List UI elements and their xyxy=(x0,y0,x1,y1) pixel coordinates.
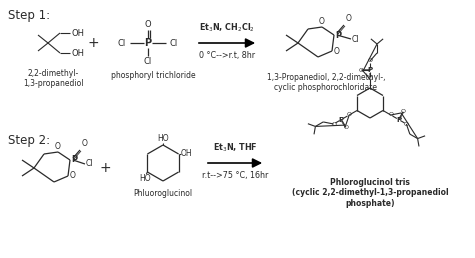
Text: P: P xyxy=(144,38,152,48)
Text: Cl: Cl xyxy=(144,57,152,66)
Text: Cl: Cl xyxy=(118,38,126,47)
Text: O: O xyxy=(55,142,61,151)
Text: HO: HO xyxy=(157,134,169,143)
Text: Et$_3$N, CH$_2$Cl$_2$: Et$_3$N, CH$_2$Cl$_2$ xyxy=(199,21,255,34)
Text: Step 2:: Step 2: xyxy=(8,134,50,147)
Text: P: P xyxy=(396,117,401,123)
Text: Cl: Cl xyxy=(86,159,94,168)
Text: phosphoryl trichloride: phosphoryl trichloride xyxy=(111,71,195,80)
Text: 0 °C-->r.t, 8hr: 0 °C-->r.t, 8hr xyxy=(199,51,255,60)
Text: O: O xyxy=(334,46,340,55)
Text: O: O xyxy=(347,112,352,117)
Text: Phloroglucinol tris
(cyclic 2,2-dimethyl-1,3-propanediol
phosphate): Phloroglucinol tris (cyclic 2,2-dimethyl… xyxy=(292,178,448,208)
Text: O: O xyxy=(368,77,372,82)
Text: P: P xyxy=(335,30,341,39)
Text: P: P xyxy=(339,117,344,123)
Text: 2,2-dimethyl-
1,3-propanediol: 2,2-dimethyl- 1,3-propanediol xyxy=(23,69,83,88)
Text: 1,3-Propanediol, 2,2-dimethyl-,
cyclic phosphorochloridate: 1,3-Propanediol, 2,2-dimethyl-, cyclic p… xyxy=(267,73,385,92)
Text: OH: OH xyxy=(71,49,84,58)
Text: Et$_3$N, THF: Et$_3$N, THF xyxy=(213,141,257,154)
Text: HO: HO xyxy=(140,174,151,183)
Text: O: O xyxy=(346,14,352,23)
Text: O: O xyxy=(359,68,363,72)
Text: OH: OH xyxy=(180,149,192,158)
Text: P: P xyxy=(368,67,372,73)
Text: +: + xyxy=(99,161,111,175)
Text: Step 1:: Step 1: xyxy=(8,9,50,22)
Text: +: + xyxy=(87,36,99,50)
Text: O: O xyxy=(343,125,349,130)
Text: r.t-->75 °C, 16hr: r.t-->75 °C, 16hr xyxy=(202,171,268,180)
Text: O: O xyxy=(404,122,409,126)
Text: O: O xyxy=(319,17,325,26)
Text: OH: OH xyxy=(71,28,84,37)
Text: O: O xyxy=(145,20,152,29)
Text: O: O xyxy=(331,122,336,126)
Text: Cl: Cl xyxy=(352,35,360,44)
Text: P: P xyxy=(71,156,77,165)
Text: O: O xyxy=(388,112,393,117)
Text: Phluoroglucinol: Phluoroglucinol xyxy=(133,189,192,198)
Text: O: O xyxy=(82,139,88,148)
Text: O: O xyxy=(368,59,372,63)
Text: Cl: Cl xyxy=(170,38,178,47)
Text: O: O xyxy=(400,109,406,114)
Text: O: O xyxy=(70,172,76,181)
